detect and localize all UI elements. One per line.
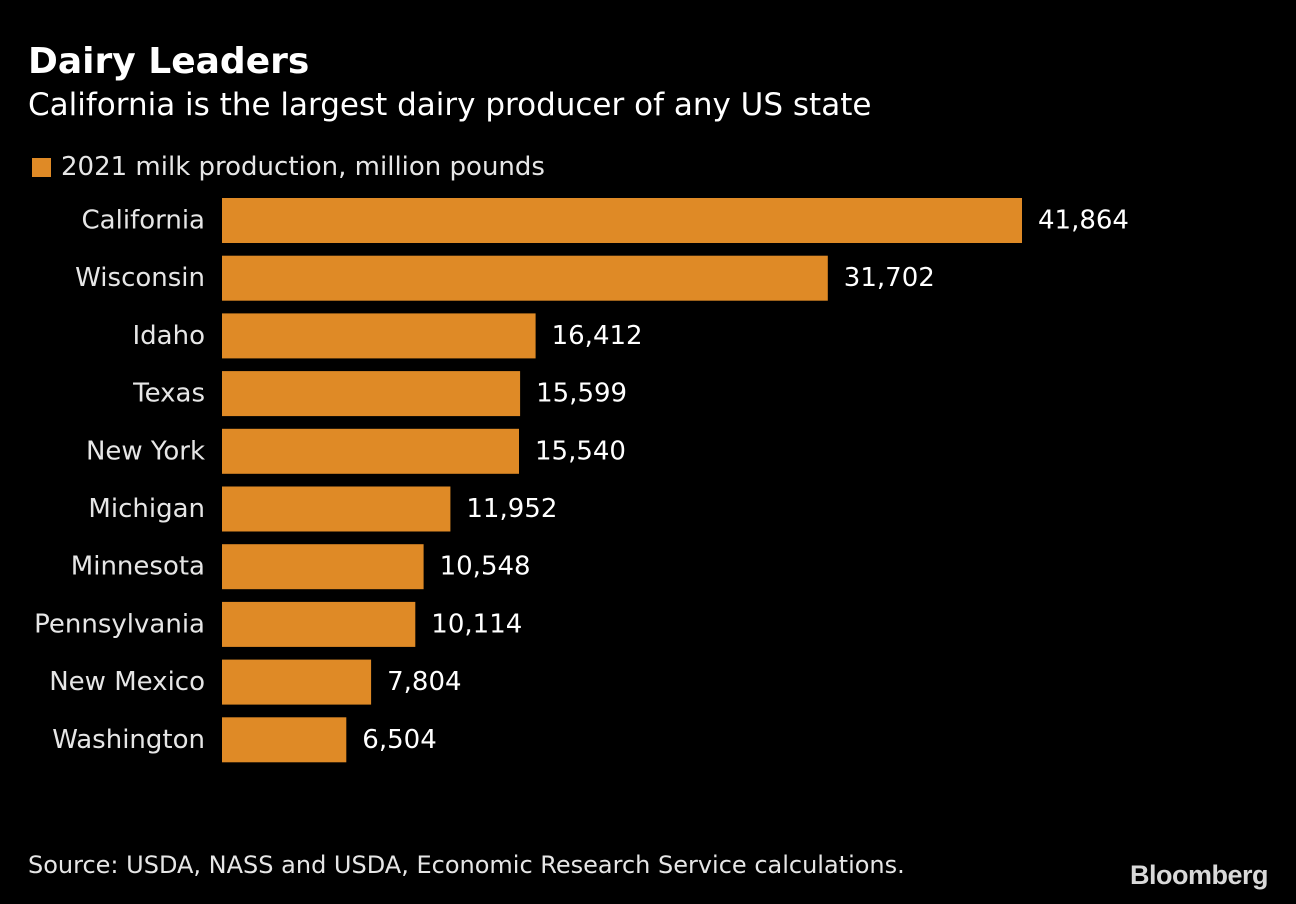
bar-pennsylvania (222, 601, 416, 647)
category-label-texas: Texas (132, 379, 205, 409)
bar-new-york (222, 428, 519, 474)
chart-subtitle: California is the largest dairy producer… (28, 87, 872, 123)
category-label-pennsylvania: Pennsylvania (34, 609, 205, 639)
bar-minnesota (222, 544, 424, 590)
category-label-new-york: New York (86, 436, 205, 466)
bar-texas (222, 371, 521, 417)
bar-california (222, 198, 1022, 243)
value-label-michigan: 11,952 (466, 494, 557, 524)
bloomberg-logo: Bloomberg (1129, 860, 1269, 890)
bar-idaho (222, 313, 536, 359)
bar-michigan (222, 486, 451, 532)
legend-label: 2021 milk production, million pounds (61, 152, 545, 182)
value-label-new-mexico: 7,804 (387, 667, 461, 697)
value-label-wisconsin: 31,702 (844, 263, 935, 293)
value-label-california: 41,864 (1038, 206, 1129, 236)
value-label-idaho: 16,412 (552, 321, 643, 351)
chart-title: Dairy Leaders (28, 41, 310, 82)
bar-wisconsin (222, 255, 828, 301)
legend: 2021 milk production, million pounds (32, 150, 545, 184)
legend-swatch (32, 157, 51, 177)
category-label-michigan: Michigan (88, 494, 205, 524)
value-label-new-york: 15,540 (535, 436, 626, 466)
category-label-idaho: Idaho (133, 321, 206, 351)
value-label-texas: 15,599 (536, 379, 627, 409)
category-label-minnesota: Minnesota (71, 552, 205, 582)
bar-new-mexico (222, 659, 372, 705)
source-note: Source: USDA, NASS and USDA, Economic Re… (28, 851, 905, 879)
value-label-washington: 6,504 (362, 725, 436, 755)
value-label-minnesota: 10,548 (440, 552, 531, 582)
category-label-wisconsin: Wisconsin (75, 263, 205, 293)
value-label-pennsylvania: 10,114 (431, 609, 522, 639)
category-label-washington: Washington (52, 725, 205, 755)
bar-washington (222, 717, 347, 763)
category-label-new-mexico: New Mexico (49, 667, 205, 697)
category-label-california: California (82, 206, 205, 236)
